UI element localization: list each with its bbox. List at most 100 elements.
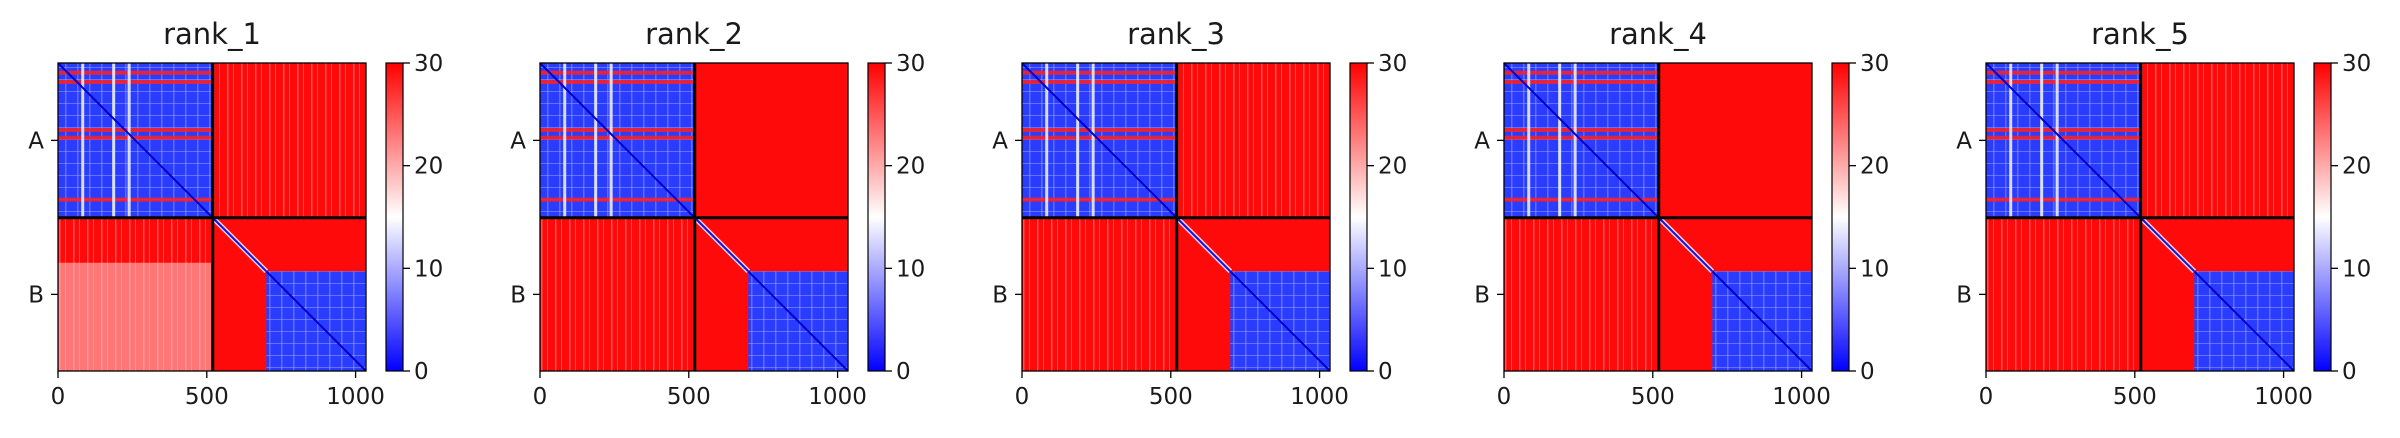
y-tick-label: B — [992, 282, 1008, 308]
y-tick-label: B — [1956, 282, 1972, 308]
heatmap-matrix — [539, 62, 849, 372]
heatmap-frame — [57, 62, 367, 372]
colorbar-tick-label: 0 — [896, 359, 911, 385]
band-row — [540, 127, 695, 132]
panel-title: rank_4 — [1609, 17, 1707, 51]
block-b-a — [1986, 217, 2141, 371]
block-b-a-light — [58, 262, 213, 371]
y-tick-label: B — [1474, 282, 1490, 308]
colorbar-tick-label: 0 — [2342, 359, 2357, 385]
band-col — [1076, 63, 1080, 218]
x-tick-label: 0 — [1015, 384, 1030, 410]
band-row — [1986, 197, 2141, 202]
colorbar: 0 10 20 30 — [1349, 51, 1407, 385]
colorbar-tick-label: 20 — [2342, 154, 2371, 180]
heatmap-frame — [539, 62, 849, 372]
y-tick-label: A — [992, 128, 1008, 154]
heatmap-panel-1: rank_1 0 500 1000 A B 0 10 20 30 — [28, 17, 443, 410]
colorbar-gradient — [867, 62, 886, 372]
diagonal-core — [1176, 217, 1232, 273]
diagonal-core — [1658, 217, 1714, 273]
band-col — [609, 63, 613, 218]
band-row — [58, 135, 213, 140]
colorbar: 0 10 20 30 — [1831, 51, 1889, 385]
block-a-b — [212, 63, 366, 218]
band-row — [1022, 197, 1177, 202]
x-tick-label: 0 — [1497, 384, 1512, 410]
panel-title: rank_5 — [2091, 17, 2189, 51]
heatmap-panel-5: rank_5 0 500 1000 A B 0 10 20 30 — [1956, 17, 2371, 410]
heatmap-frame — [1503, 62, 1813, 372]
band-row — [1986, 135, 2141, 140]
colorbar-gradient — [2313, 62, 2332, 372]
band-row — [58, 197, 213, 202]
diagonal-core — [2140, 217, 2196, 273]
diagonal-core — [694, 217, 750, 273]
band-col — [1091, 63, 1095, 218]
band-col — [2055, 63, 2059, 218]
band-row — [1504, 80, 1659, 85]
x-tick-label: 0 — [533, 384, 548, 410]
colorbar-tick-label: 30 — [1378, 51, 1407, 77]
colorbar-tick-label: 10 — [1860, 256, 1889, 282]
colorbar-tick-label: 20 — [1378, 154, 1407, 180]
block-b-a — [1504, 217, 1659, 371]
colorbar-gradient — [385, 62, 404, 372]
block-b-a — [540, 217, 695, 371]
band-row — [540, 70, 695, 75]
band-row — [1022, 80, 1177, 85]
heatmap-frame — [1021, 62, 1331, 372]
y-tick-label: A — [28, 128, 44, 154]
colorbar-tick-label: 10 — [896, 256, 925, 282]
x-tick-label: 500 — [1149, 384, 1193, 410]
band-row — [58, 127, 213, 132]
colorbar-tick-label: 30 — [414, 51, 443, 77]
block-a-b — [1658, 63, 1812, 218]
colorbar-tick-label: 10 — [1378, 256, 1407, 282]
colorbar: 0 10 20 30 — [2313, 51, 2371, 385]
diagonal-core — [212, 217, 268, 273]
x-tick-label: 1000 — [1772, 384, 1831, 410]
band-col — [2009, 63, 2013, 218]
colorbar: 0 10 20 30 — [867, 51, 925, 385]
colorbar-tick-label: 0 — [1378, 359, 1393, 385]
colorbar-tick-label: 20 — [896, 154, 925, 180]
colorbar-tick-label: 30 — [2342, 51, 2371, 77]
heatmap-matrix — [57, 62, 367, 372]
colorbar-tick-label: 10 — [414, 256, 443, 282]
x-tick-label: 1000 — [1290, 384, 1349, 410]
x-tick-label: 500 — [185, 384, 229, 410]
band-row — [1504, 70, 1659, 75]
colorbar-gradient — [1831, 62, 1850, 372]
y-tick-label: A — [510, 128, 526, 154]
colorbar: 0 10 20 30 — [385, 51, 443, 385]
band-row — [1504, 127, 1659, 132]
x-tick-label: 0 — [51, 384, 66, 410]
colorbar-tick-label: 30 — [896, 51, 925, 77]
band-row — [1504, 197, 1659, 202]
block-a-b — [1176, 63, 1330, 218]
y-tick-label: A — [1474, 128, 1490, 154]
x-tick-label: 0 — [1979, 384, 1994, 410]
panel-title: rank_1 — [163, 17, 261, 51]
x-tick-label: 1000 — [326, 384, 385, 410]
band-col — [112, 63, 116, 218]
colorbar-tick-label: 10 — [2342, 256, 2371, 282]
band-row — [540, 80, 695, 85]
colorbar-tick-label: 30 — [1860, 51, 1889, 77]
x-tick-label: 1000 — [808, 384, 867, 410]
band-col — [81, 63, 85, 218]
colorbar-tick-label: 20 — [1860, 154, 1889, 180]
heatmap-panel-2: rank_2 0 500 1000 A B 0 10 20 30 — [510, 17, 925, 410]
x-tick-label: 1000 — [2254, 384, 2313, 410]
block-a-b — [2140, 63, 2294, 218]
band-row — [1022, 127, 1177, 132]
colorbar-tick-label: 0 — [1860, 359, 1875, 385]
band-row — [58, 80, 213, 85]
band-col — [1045, 63, 1049, 218]
band-col — [2040, 63, 2044, 218]
colorbar-tick-label: 0 — [414, 359, 429, 385]
colorbar-gradient — [1349, 62, 1368, 372]
band-row — [1986, 127, 2141, 132]
band-row — [1504, 135, 1659, 140]
